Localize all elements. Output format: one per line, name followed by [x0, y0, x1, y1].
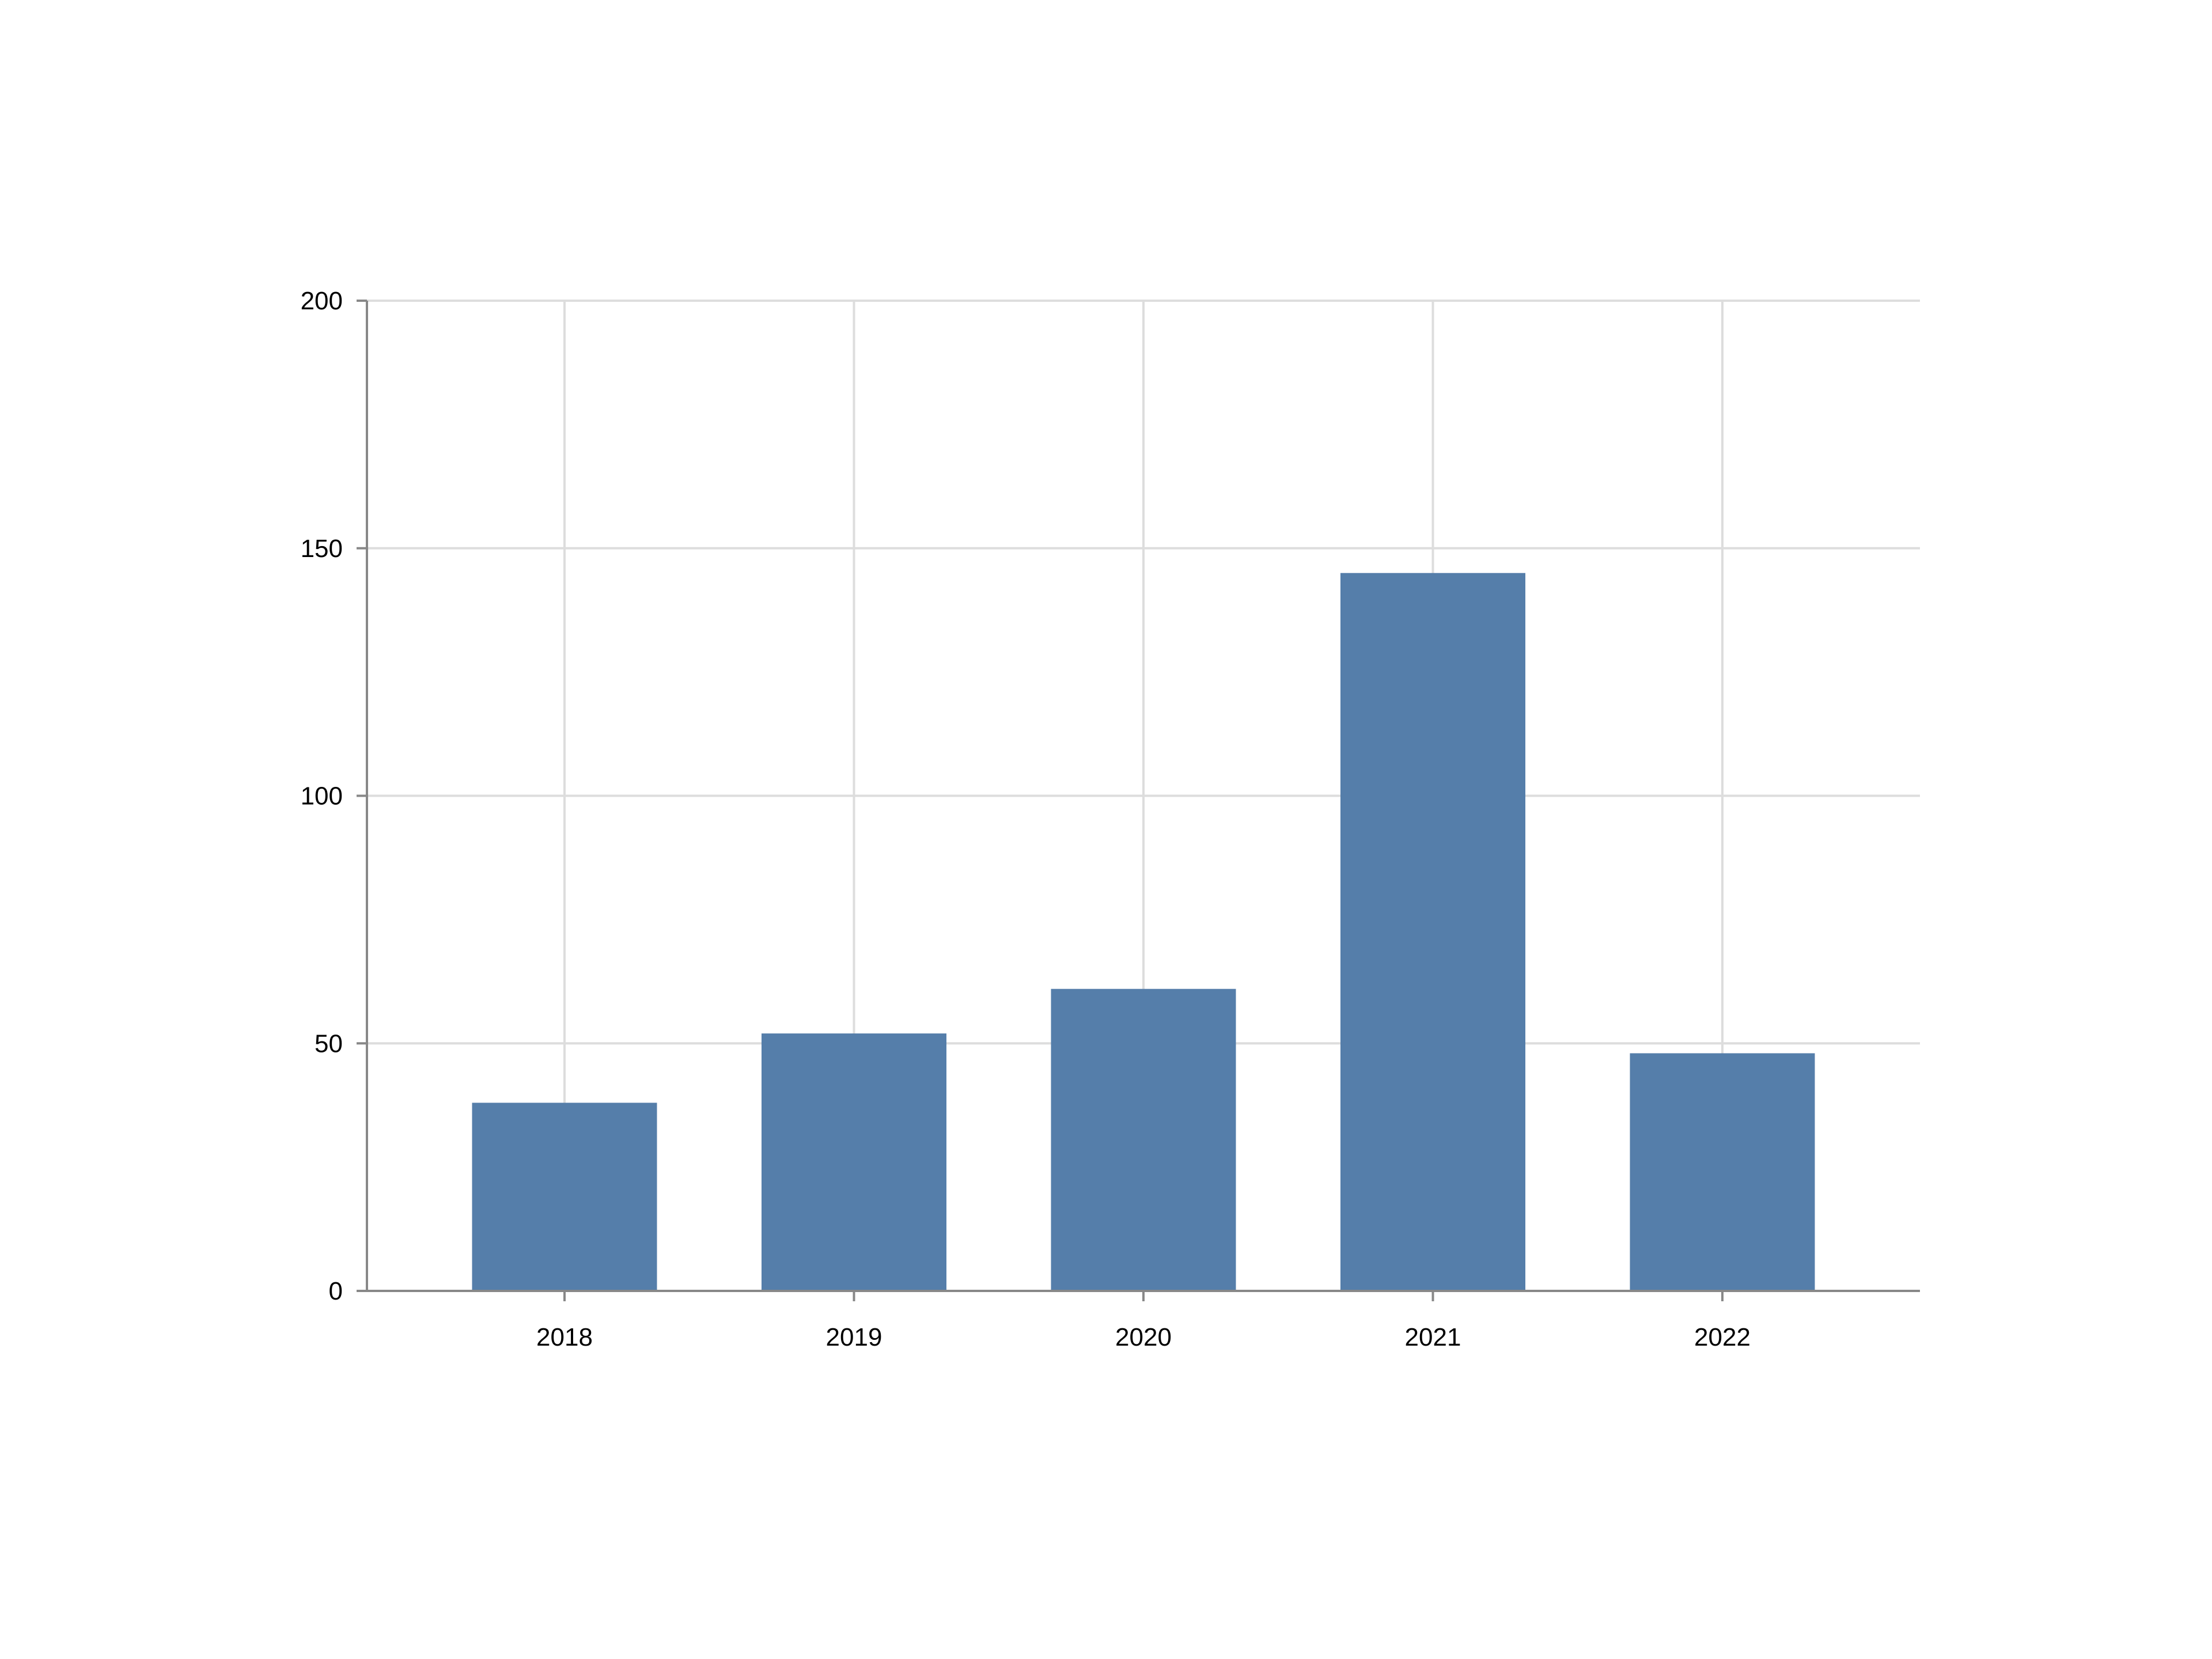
x-tick-label: 2021 [1405, 1323, 1461, 1351]
x-tick-label: 2022 [1694, 1323, 1751, 1351]
x-tick-label: 2019 [826, 1323, 882, 1351]
x-tick-label: 2020 [1115, 1323, 1172, 1351]
bar [1630, 1053, 1815, 1291]
y-tick-label: 100 [301, 782, 343, 810]
bar [472, 1103, 657, 1291]
y-tick-label: 50 [315, 1029, 343, 1058]
bar [1051, 988, 1236, 1291]
bar [1340, 573, 1525, 1291]
y-tick-label: 200 [301, 287, 343, 315]
y-tick-label: 0 [329, 1277, 343, 1305]
x-tick-label: 2018 [536, 1323, 593, 1351]
bar [762, 1033, 946, 1291]
y-tick-label: 150 [301, 535, 343, 563]
